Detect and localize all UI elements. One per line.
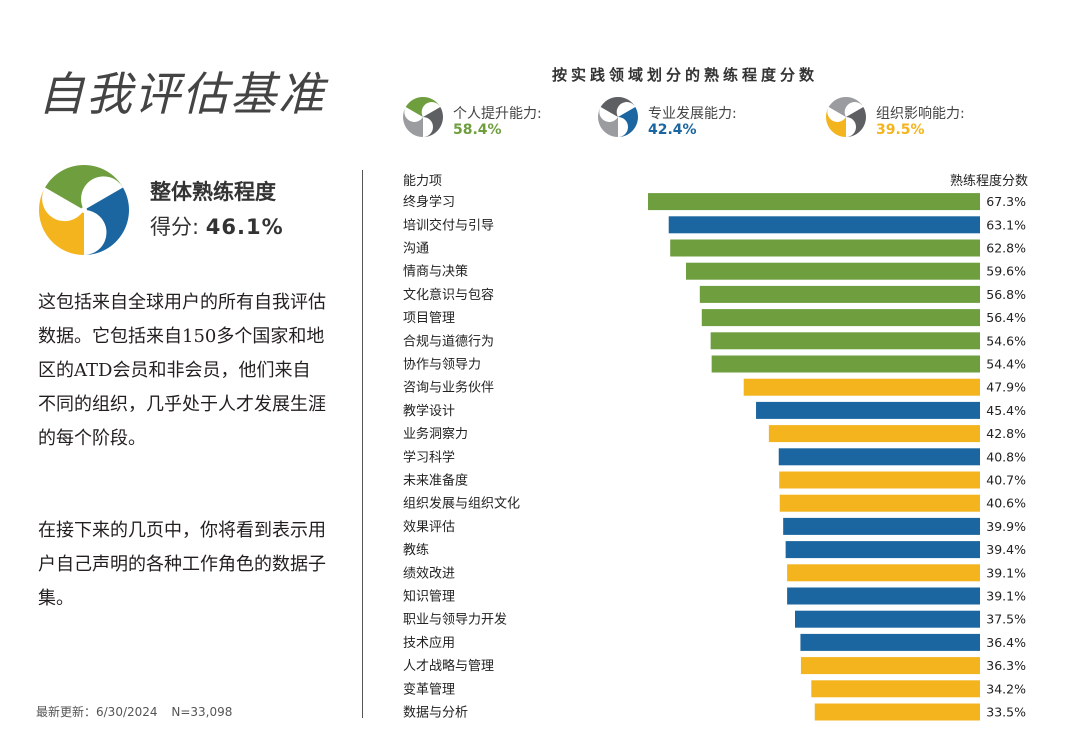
category-label: 情商与决策 — [403, 264, 468, 280]
bar — [670, 239, 980, 257]
value-label: 67.3% — [986, 194, 1026, 209]
value-label: 59.6% — [986, 264, 1026, 279]
bar — [756, 401, 980, 419]
bar — [785, 541, 980, 559]
bar — [779, 494, 980, 512]
category-label: 未来准备度 — [403, 473, 468, 489]
value-label: 37.5% — [986, 612, 1026, 627]
page-title: 自我评估基准 — [38, 67, 326, 121]
bar — [743, 378, 980, 396]
legend-professional-value: 42.4% — [648, 122, 697, 138]
category-label: 绩效改进 — [403, 566, 455, 581]
category-label: 协作与领导力 — [403, 358, 481, 373]
overall-proficiency-label: 整体熟练程度 — [150, 180, 276, 204]
value-label: 33.5% — [986, 705, 1026, 720]
bar — [814, 703, 980, 721]
value-label: 56.8% — [986, 287, 1026, 302]
bar — [783, 517, 980, 535]
category-label: 教练 — [403, 542, 429, 558]
bar — [699, 285, 980, 303]
bar — [685, 262, 980, 280]
legend-personal-value: 58.4% — [453, 122, 502, 138]
value-label: 63.1% — [986, 217, 1026, 232]
legend-professional-label: 专业发展能力: — [648, 106, 737, 122]
footer-sample-size: N=33,098 — [171, 705, 233, 719]
description-paragraph-2: 在接下来的几页中，你将看到表示用户自己声明的各种工作角色的数据子集。 — [38, 520, 326, 609]
legend-professional-icon — [598, 97, 638, 137]
footer-updated-date: 最新更新：6/30/2024 — [36, 705, 158, 719]
overall-icon-blue-segment — [84, 187, 129, 255]
overall-icon-green-segment — [45, 165, 123, 210]
value-label: 62.8% — [986, 241, 1026, 256]
bar — [787, 564, 980, 582]
category-label: 业务洞察力 — [403, 426, 468, 442]
vertical-divider — [362, 170, 363, 718]
value-label: 40.8% — [986, 449, 1026, 464]
description-paragraph-1: 这包括来自全球用户的所有自我评估数据。它包括来自150多个国家和地区的ATD会员… — [38, 292, 326, 449]
value-label: 39.9% — [986, 519, 1026, 534]
value-label: 39.1% — [986, 565, 1026, 580]
legend-organizational-value: 39.5% — [876, 122, 925, 138]
bar — [800, 633, 980, 651]
bar — [811, 680, 980, 698]
category-label: 终身学习 — [403, 194, 455, 210]
bar — [711, 355, 980, 373]
value-label: 45.4% — [986, 403, 1026, 418]
category-label: 培训交付与引导 — [403, 217, 494, 233]
category-label: 教学设计 — [403, 403, 455, 419]
category-label: 技术应用 — [403, 635, 455, 651]
category-label: 学习科学 — [403, 449, 455, 465]
category-label: 知识管理 — [403, 589, 455, 605]
category-label: 文化意识与包容 — [403, 287, 494, 303]
value-label: 42.8% — [986, 426, 1026, 441]
value-label: 40.7% — [986, 473, 1026, 488]
legend-personal-label: 个人提升能力: — [453, 106, 542, 122]
legend-organizational-icon — [826, 97, 866, 137]
category-label: 人才战略与管理 — [403, 658, 494, 674]
value-label: 40.6% — [986, 496, 1026, 511]
bar — [800, 657, 980, 675]
bar — [779, 471, 980, 489]
overall-proficiency-icon — [39, 165, 129, 255]
bar — [648, 193, 980, 211]
overall-icon-yellow-segment — [39, 187, 84, 255]
chart-title: 按实践领域划分的熟练程度分数 — [551, 66, 818, 84]
chart-column-left-header: 能力项 — [403, 174, 443, 189]
category-label: 项目管理 — [403, 311, 455, 326]
bar — [668, 216, 980, 234]
value-label: 56.4% — [986, 310, 1026, 325]
legend-organizational-label: 组织影响能力: — [876, 106, 965, 122]
bar — [768, 425, 980, 443]
overall-proficiency-score: 得分: 46.1% — [150, 211, 284, 241]
category-label: 合规与道德行为 — [403, 334, 494, 349]
bar — [778, 448, 980, 466]
legend-personal-icon — [403, 97, 443, 137]
category-label: 组织发展与组织文化 — [403, 496, 520, 512]
category-label: 职业与领导力开发 — [403, 612, 507, 628]
value-label: 36.4% — [986, 635, 1026, 650]
value-label: 54.6% — [986, 333, 1026, 348]
chart-column-right-header: 熟练程度分数 — [949, 174, 1028, 189]
bar — [795, 610, 980, 628]
overall-score-value: 46.1% — [205, 215, 284, 239]
category-label: 沟通 — [403, 242, 429, 257]
value-label: 36.3% — [986, 658, 1026, 673]
footer: 最新更新：6/30/2024 N=33,098 — [36, 703, 242, 720]
category-label: 咨询与业务伙伴 — [403, 380, 494, 396]
category-label: 效果评估 — [403, 520, 455, 535]
value-label: 39.1% — [986, 589, 1026, 604]
value-label: 47.9% — [986, 380, 1026, 395]
category-label: 变革管理 — [403, 681, 455, 697]
value-label: 39.4% — [986, 542, 1026, 557]
category-label: 数据与分析 — [403, 706, 468, 721]
value-label: 54.4% — [986, 357, 1026, 372]
value-label: 34.2% — [986, 681, 1026, 696]
bar — [701, 309, 980, 327]
bar — [787, 587, 980, 605]
overall-score-prefix: 得分: — [150, 215, 200, 239]
bar — [710, 332, 980, 350]
